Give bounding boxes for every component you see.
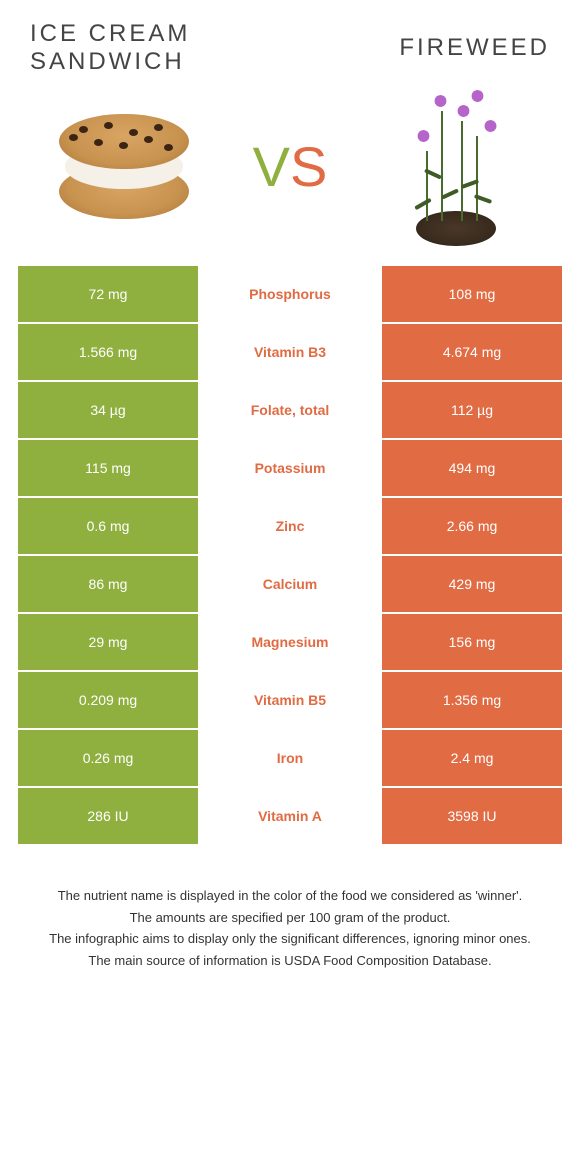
right-value: 112 µg: [382, 382, 562, 438]
left-value: 72 mg: [18, 266, 198, 322]
header: Ice cream sandwich Fireweed: [0, 0, 580, 86]
right-value: 429 mg: [382, 556, 562, 612]
fireweed-icon: [386, 86, 526, 246]
right-food-image: [386, 96, 526, 236]
right-value: 156 mg: [382, 614, 562, 670]
nutrient-table: 72 mgPhosphorus108 mg1.566 mgVitamin B34…: [0, 266, 580, 844]
vs-label: VS: [253, 134, 328, 199]
right-food-title: Fireweed: [290, 34, 550, 62]
nutrient-label: Folate, total: [198, 382, 382, 438]
cookie-sandwich-icon: [59, 114, 189, 219]
nutrient-label: Phosphorus: [198, 266, 382, 322]
nutrient-row: 1.566 mgVitamin B34.674 mg: [18, 324, 562, 380]
nutrient-label: Potassium: [198, 440, 382, 496]
nutrient-label: Vitamin B3: [198, 324, 382, 380]
nutrient-label: Zinc: [198, 498, 382, 554]
nutrient-row: 86 mgCalcium429 mg: [18, 556, 562, 612]
right-value: 3598 IU: [382, 788, 562, 844]
left-value: 286 IU: [18, 788, 198, 844]
image-row: VS: [0, 86, 580, 266]
left-value: 0.6 mg: [18, 498, 198, 554]
nutrient-label: Calcium: [198, 556, 382, 612]
left-value: 86 mg: [18, 556, 198, 612]
nutrient-row: 72 mgPhosphorus108 mg: [18, 266, 562, 322]
left-value: 0.209 mg: [18, 672, 198, 728]
left-value: 0.26 mg: [18, 730, 198, 786]
left-value: 115 mg: [18, 440, 198, 496]
footnote-line: The nutrient name is displayed in the co…: [30, 886, 550, 906]
vs-v: V: [253, 134, 290, 199]
left-food-title: Ice cream sandwich: [30, 20, 290, 76]
left-value: 1.566 mg: [18, 324, 198, 380]
nutrient-row: 0.26 mgIron2.4 mg: [18, 730, 562, 786]
left-value: 34 µg: [18, 382, 198, 438]
vs-s: S: [290, 134, 327, 199]
nutrient-row: 0.6 mgZinc2.66 mg: [18, 498, 562, 554]
right-value: 108 mg: [382, 266, 562, 322]
right-value: 2.66 mg: [382, 498, 562, 554]
nutrient-row: 286 IUVitamin A3598 IU: [18, 788, 562, 844]
nutrient-label: Vitamin B5: [198, 672, 382, 728]
footnote-line: The infographic aims to display only the…: [30, 929, 550, 949]
footnote-line: The main source of information is USDA F…: [30, 951, 550, 971]
footnote: The nutrient name is displayed in the co…: [0, 846, 580, 1002]
nutrient-label: Magnesium: [198, 614, 382, 670]
nutrient-row: 34 µgFolate, total112 µg: [18, 382, 562, 438]
right-value: 4.674 mg: [382, 324, 562, 380]
right-value: 494 mg: [382, 440, 562, 496]
nutrient-row: 115 mgPotassium494 mg: [18, 440, 562, 496]
right-value: 1.356 mg: [382, 672, 562, 728]
nutrient-label: Iron: [198, 730, 382, 786]
nutrient-label: Vitamin A: [198, 788, 382, 844]
right-value: 2.4 mg: [382, 730, 562, 786]
nutrient-row: 29 mgMagnesium156 mg: [18, 614, 562, 670]
nutrient-row: 0.209 mgVitamin B51.356 mg: [18, 672, 562, 728]
left-value: 29 mg: [18, 614, 198, 670]
footnote-line: The amounts are specified per 100 gram o…: [30, 908, 550, 928]
left-food-image: [54, 96, 194, 236]
